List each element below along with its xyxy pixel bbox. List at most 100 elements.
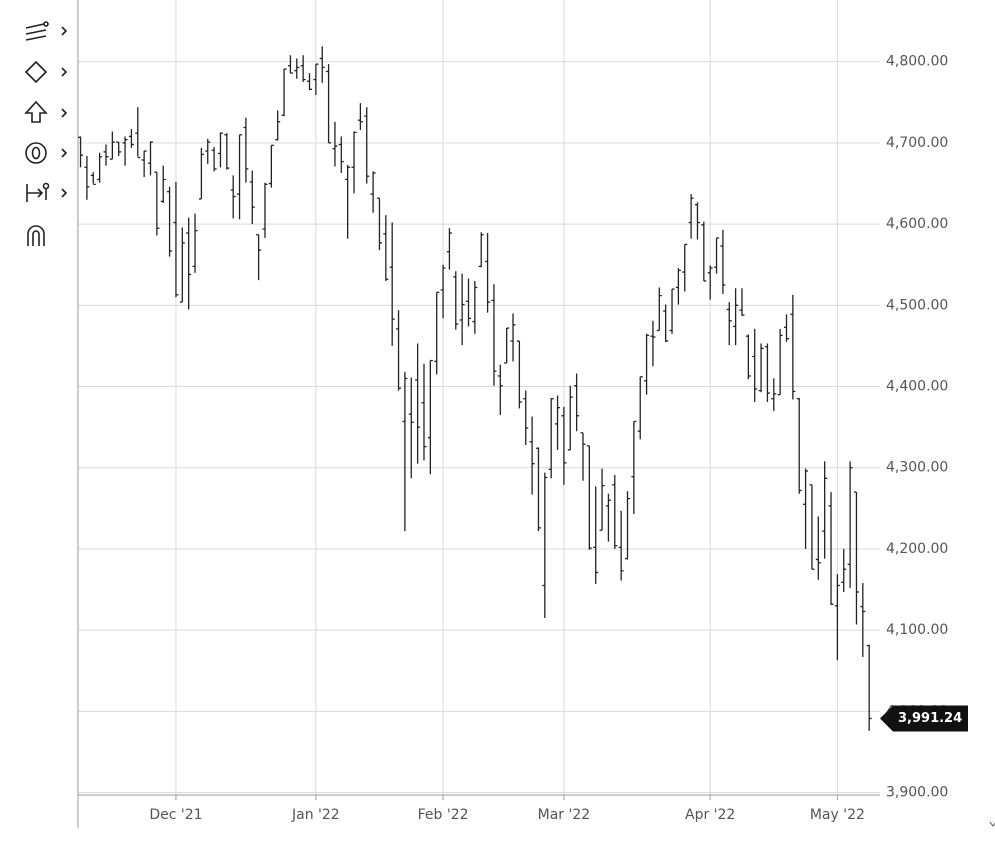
ohlc-bar bbox=[853, 491, 859, 625]
ohlc-bar bbox=[427, 359, 433, 475]
ohlc-bar bbox=[803, 468, 809, 549]
ohlc-bar bbox=[548, 397, 554, 479]
ohlc-bar bbox=[90, 172, 96, 185]
ohlc-bar bbox=[790, 294, 796, 400]
ohlc-bar bbox=[707, 265, 713, 300]
ohlc-bar bbox=[434, 291, 440, 375]
ohlc-bar bbox=[841, 548, 847, 592]
ohlc-bar bbox=[128, 129, 134, 148]
ohlc-bar bbox=[733, 288, 739, 346]
ohlc-bar bbox=[701, 221, 707, 282]
ohlc-bar bbox=[287, 55, 293, 74]
ohlc-bar bbox=[612, 475, 618, 549]
x-tick-label: May '22 bbox=[810, 807, 865, 823]
ohlc-bar bbox=[631, 420, 637, 515]
ohlc-bar bbox=[294, 58, 300, 79]
ohlc-bar bbox=[726, 302, 732, 346]
ohlc-bar bbox=[478, 232, 484, 268]
tool-price[interactable] bbox=[25, 142, 68, 164]
ohlc-bar bbox=[567, 385, 573, 451]
ohlc-bar bbox=[866, 644, 872, 731]
ohlc-bar bbox=[669, 288, 675, 334]
ohlc-bar bbox=[472, 280, 478, 334]
ohlc-bar bbox=[307, 73, 313, 91]
ohlc-bar bbox=[599, 468, 605, 531]
ohlc-bar bbox=[555, 395, 561, 450]
ohlc-bar bbox=[440, 264, 446, 319]
ohlc-bar bbox=[313, 63, 319, 96]
ohlc-bar bbox=[78, 136, 84, 168]
y-tick-label: 3,900.00 bbox=[886, 785, 948, 801]
ohlc-bar bbox=[230, 175, 236, 219]
ohlc-bar bbox=[167, 186, 173, 257]
ohlc-bar bbox=[752, 328, 758, 402]
ohlc-bar bbox=[714, 237, 720, 274]
ohlc-bar bbox=[580, 432, 586, 481]
ohlc-bar bbox=[847, 461, 853, 588]
ohlc-bar bbox=[491, 284, 497, 386]
ohlc-bar bbox=[116, 141, 122, 156]
scroll-arrow[interactable] bbox=[989, 821, 995, 827]
ohlc-bar bbox=[396, 310, 402, 391]
ohlc-bar bbox=[351, 131, 357, 194]
ohlc-bar bbox=[408, 377, 414, 479]
ohlc-bar bbox=[243, 117, 249, 183]
ohlc-bar bbox=[466, 278, 472, 327]
ohlc-bar bbox=[421, 363, 427, 461]
x-tick-label: Jan '22 bbox=[291, 807, 340, 823]
ohlc-bar bbox=[656, 287, 662, 332]
ohlc-bar bbox=[758, 343, 764, 393]
ohlc-bar bbox=[618, 510, 624, 581]
ohlc-bar bbox=[459, 273, 465, 346]
ohlc-bar bbox=[256, 234, 262, 281]
y-tick-label: 4,300.00 bbox=[886, 460, 948, 476]
ohlc-bar bbox=[345, 164, 351, 239]
x-tick-label: Feb '22 bbox=[418, 807, 469, 823]
ohlc-bar bbox=[516, 340, 522, 409]
ohlc-bar bbox=[860, 583, 866, 657]
ohlc-bar bbox=[784, 314, 790, 342]
ohlc-bar bbox=[326, 64, 332, 144]
tool-arrow[interactable] bbox=[24, 100, 68, 123]
ohlc-bar bbox=[198, 147, 204, 200]
tool-measure[interactable] bbox=[26, 182, 68, 203]
x-tick-label: Mar '22 bbox=[538, 807, 591, 823]
ohlc-bar bbox=[739, 288, 745, 316]
ohlc-bar bbox=[504, 327, 510, 364]
toolbar bbox=[24, 21, 68, 246]
tool-magnet[interactable] bbox=[27, 225, 45, 246]
ohlc-bar bbox=[650, 320, 656, 367]
ohlc-bar bbox=[764, 343, 770, 402]
ohlc-bar bbox=[485, 233, 491, 313]
ohlc-bar bbox=[586, 445, 592, 550]
ohlc-bar bbox=[771, 378, 777, 411]
ohlc-bar bbox=[319, 46, 325, 83]
ohlc-bar bbox=[745, 334, 751, 380]
ohlc-bar bbox=[211, 146, 217, 172]
ohlc-bar bbox=[822, 461, 828, 559]
ohlc-bar bbox=[574, 373, 580, 432]
ohlc-bar bbox=[179, 227, 185, 303]
ohlc-bar bbox=[809, 484, 815, 570]
ohlc-bar bbox=[84, 155, 90, 200]
ohlc-bar bbox=[135, 107, 141, 159]
ohlc-bar bbox=[364, 107, 370, 184]
ohlc-bar bbox=[205, 138, 211, 165]
ohlc-bar bbox=[338, 136, 344, 173]
tool-shapes[interactable] bbox=[24, 60, 68, 84]
ohlc-bar bbox=[529, 416, 535, 495]
ohlc-bar bbox=[535, 447, 541, 532]
ohlc-bar bbox=[675, 267, 681, 305]
ohlc-bar bbox=[777, 328, 783, 396]
ohlc-bar bbox=[103, 144, 109, 166]
ohlc-bar bbox=[262, 182, 268, 238]
ohlc-bar bbox=[109, 131, 115, 160]
ohlc-bar bbox=[332, 121, 338, 167]
ohlc-bar bbox=[160, 165, 166, 204]
ohlc-bar bbox=[249, 170, 255, 225]
tool-lines[interactable] bbox=[25, 21, 68, 41]
ohlc-bar bbox=[415, 343, 421, 464]
